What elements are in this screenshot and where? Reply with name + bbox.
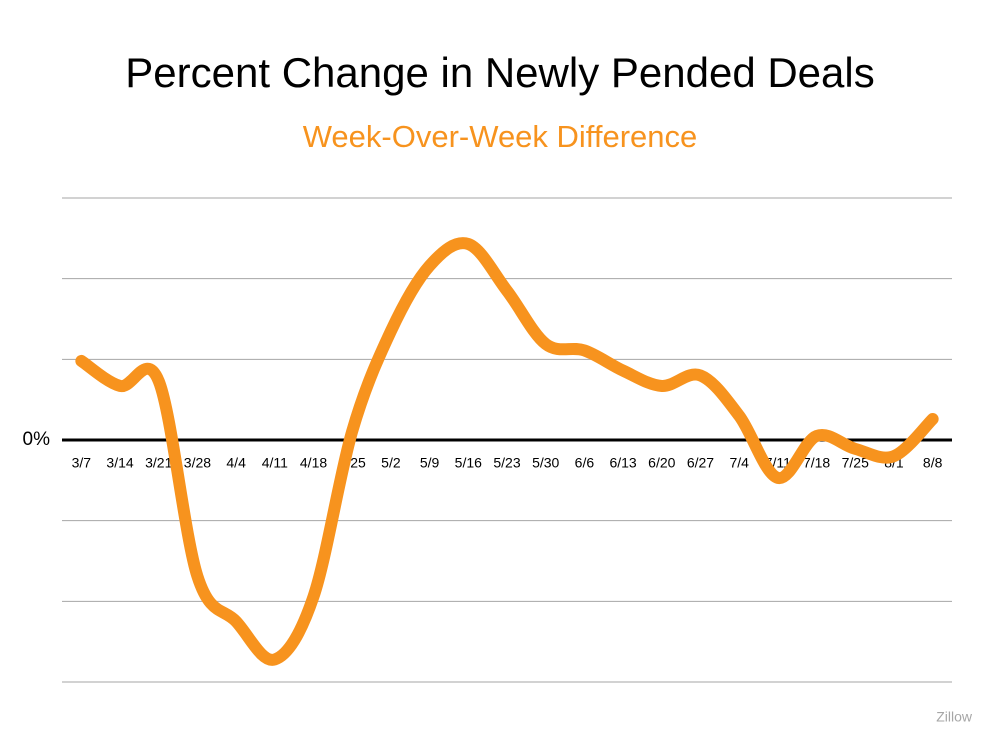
x-tick-label: 6/20 — [648, 455, 675, 471]
x-tick-label: 5/23 — [493, 455, 520, 471]
source-label: Zillow — [936, 709, 973, 725]
x-tick-label: 6/13 — [609, 455, 636, 471]
x-tick-label: 3/28 — [184, 455, 211, 471]
x-tick-label: 4/11 — [262, 455, 288, 471]
chart-title: Percent Change in Newly Pended Deals — [125, 49, 874, 96]
x-tick-label: 5/9 — [420, 455, 440, 471]
x-tick-label: 4/4 — [226, 455, 246, 471]
x-tick-label: 4/18 — [300, 455, 327, 471]
x-tick-label: 3/14 — [106, 455, 133, 471]
x-tick-label: 8/8 — [923, 455, 943, 471]
x-tick-label: 7/4 — [729, 455, 749, 471]
x-tick-label: 7/18 — [803, 455, 830, 471]
data-line — [75, 237, 939, 666]
chart-subtitle: Week-Over-Week Difference — [303, 119, 698, 154]
y-tick-label: 0% — [23, 429, 51, 450]
x-tick-label: 3/7 — [72, 455, 92, 471]
x-tick-label: 3/21 — [145, 455, 172, 471]
x-tick-label: 5/16 — [455, 455, 482, 471]
x-tick-label: 6/6 — [575, 455, 595, 471]
x-tick-label: 7/25 — [842, 455, 869, 471]
x-tick-label: 5/2 — [381, 455, 401, 471]
x-tick-label: 6/27 — [687, 455, 714, 471]
x-tick-label: 5/30 — [532, 455, 559, 471]
